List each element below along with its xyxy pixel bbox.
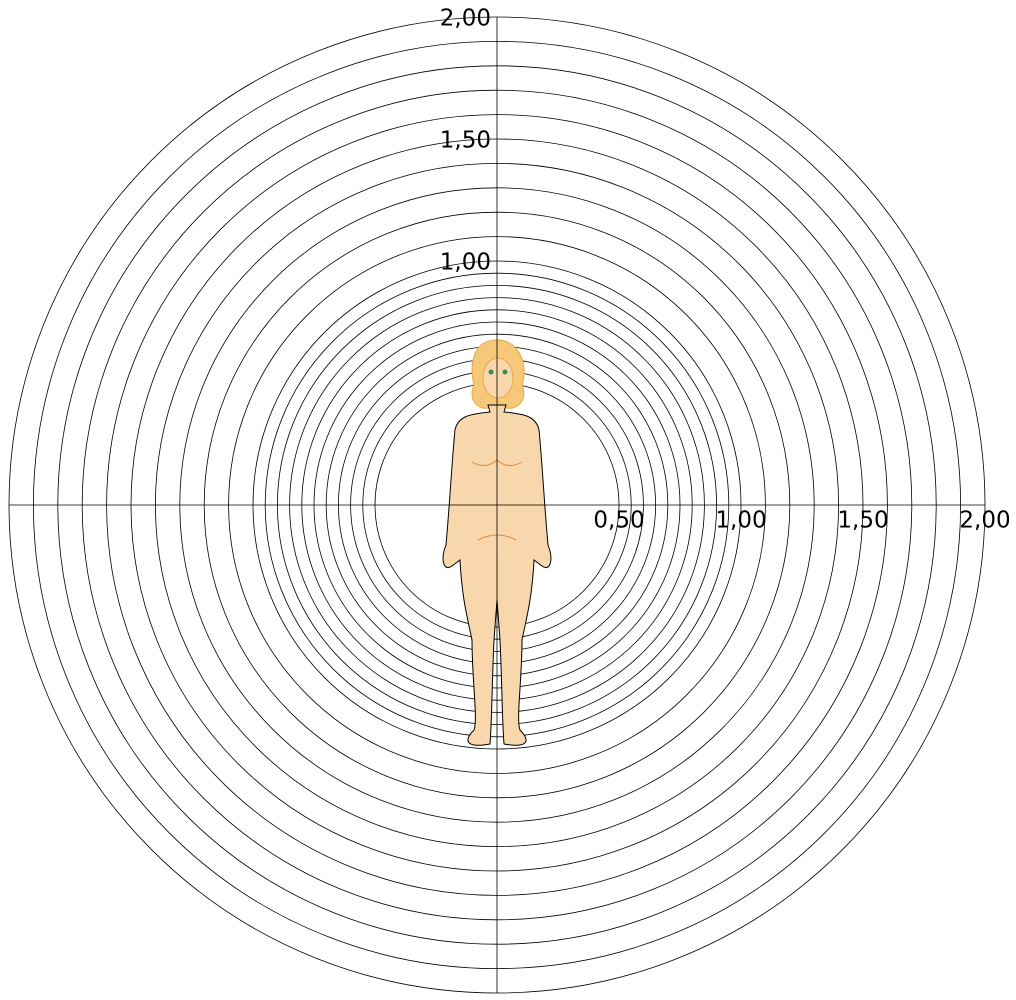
page: {"chart_data": {"type": "radial", "rlim"…	[0, 0, 1016, 996]
eye	[489, 370, 494, 375]
radial-chart: 0,50 1,00 1,50 2,00 1,00 1,50 2,00	[0, 0, 1016, 996]
y-tick-label: 1,50	[440, 128, 491, 154]
x-tick-label: 0,50	[593, 508, 644, 534]
x-tick-label: 2,00	[959, 508, 1010, 534]
y-tick-label: 2,00	[440, 6, 491, 32]
eye	[503, 370, 508, 375]
face	[483, 358, 513, 398]
x-tick-label: 1,00	[715, 508, 766, 534]
y-tick-label: 1,00	[440, 250, 491, 276]
x-tick-label: 1,50	[837, 508, 888, 534]
axes	[9, 17, 985, 993]
